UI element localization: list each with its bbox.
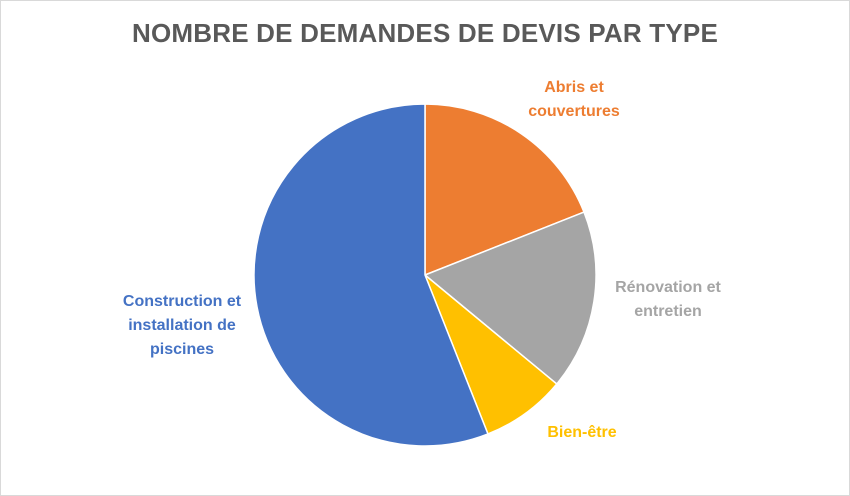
slice-label-1: Abris et couvertures (528, 79, 620, 120)
chart-title: NOMBRE DE DEMANDES DE DEVIS PAR TYPE (131, 18, 719, 48)
slice-label-line: piscines (150, 341, 214, 358)
slice-label-line: Rénovation et (615, 279, 721, 296)
slice-label-line: entretien (634, 303, 702, 320)
pie-slice-2 (423, 211, 597, 386)
slice-label-line: installation de (128, 317, 236, 334)
pie-slice-1 (424, 103, 585, 277)
slice-label-4: Construction et installation de piscines (123, 293, 242, 358)
slice-label-line: Bien-être (547, 424, 616, 441)
slice-label-3: Bien-être (547, 424, 616, 441)
pie-slice-4 (253, 103, 489, 447)
slice-label-line: couvertures (528, 103, 620, 120)
slice-label-2: Rénovation et entretien (615, 279, 721, 320)
slice-label-line: Construction et (123, 293, 242, 310)
slice-label-line: Abris et (544, 79, 604, 96)
